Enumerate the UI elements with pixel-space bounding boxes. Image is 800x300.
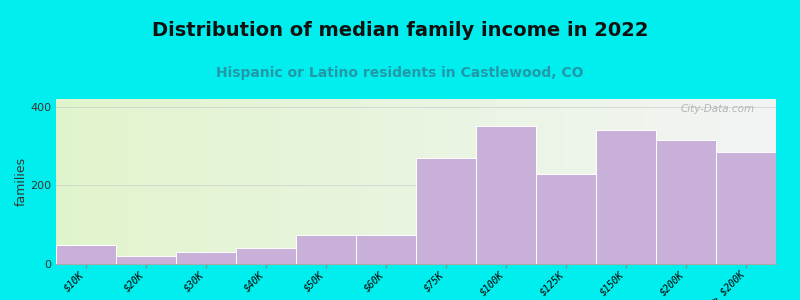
Bar <box>536 174 596 264</box>
Bar <box>596 130 656 264</box>
Bar <box>236 248 296 264</box>
Bar <box>656 140 716 264</box>
Bar <box>356 235 416 264</box>
Y-axis label: families: families <box>14 157 27 206</box>
Bar <box>176 252 236 264</box>
Bar <box>416 158 476 264</box>
Bar <box>296 235 356 264</box>
Bar <box>716 152 776 264</box>
Bar <box>476 127 536 264</box>
Text: City-Data.com: City-Data.com <box>680 104 754 114</box>
Bar <box>116 256 176 264</box>
Text: Hispanic or Latino residents in Castlewood, CO: Hispanic or Latino residents in Castlewo… <box>216 66 584 80</box>
Bar <box>56 245 116 264</box>
Text: Distribution of median family income in 2022: Distribution of median family income in … <box>152 21 648 40</box>
